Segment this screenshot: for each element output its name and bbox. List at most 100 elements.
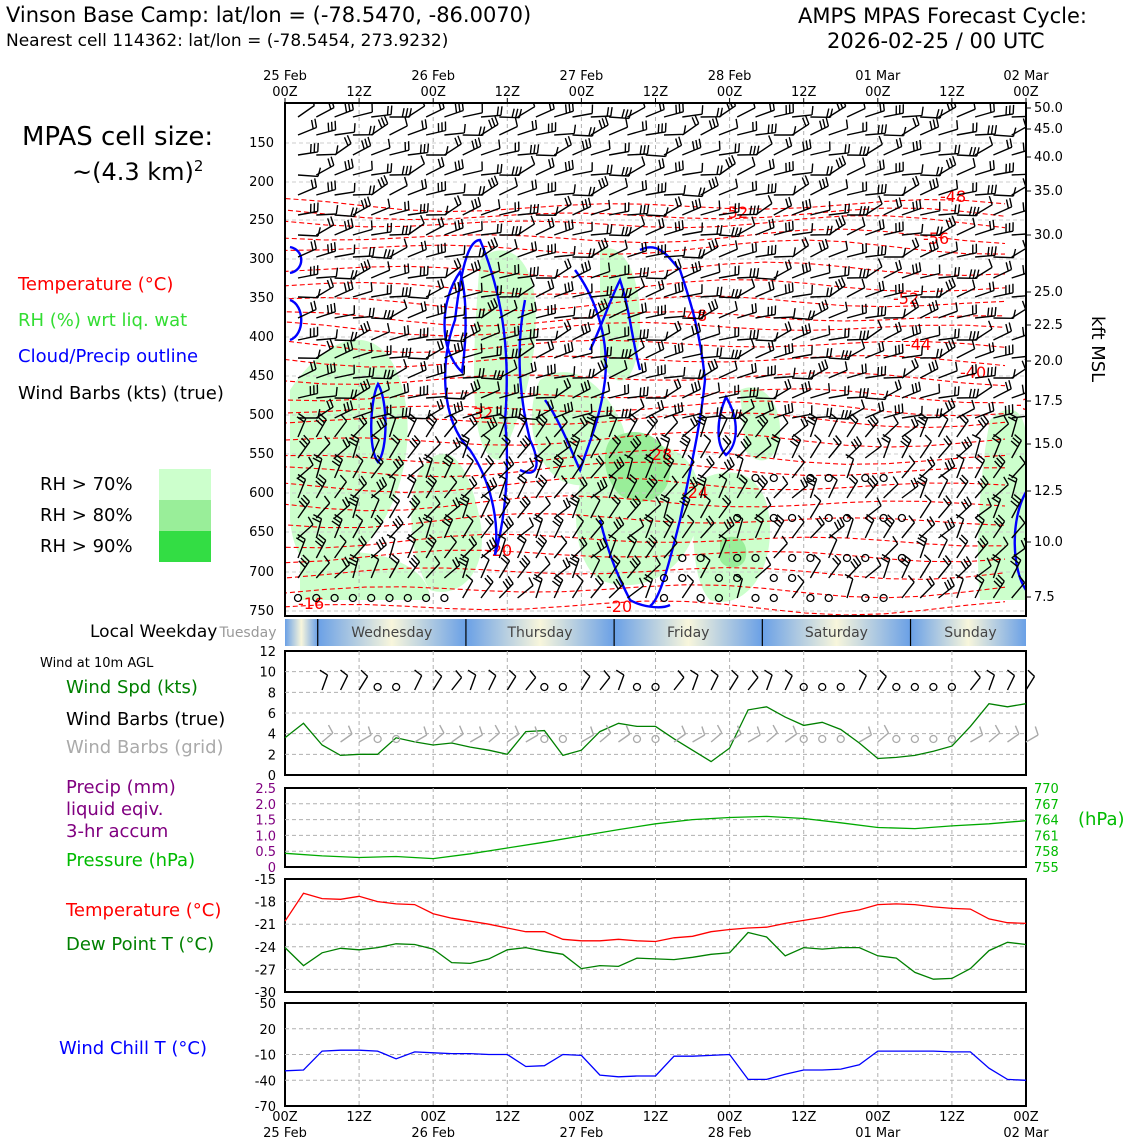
upper-wind-barb [791, 139, 812, 156]
upper-wind-barb [608, 554, 621, 579]
upper-wind-barb [864, 320, 883, 341]
nearest-cell-line: Nearest cell 114362: lat/lon = (-78.5454… [6, 31, 449, 51]
upper-wind-barb [992, 574, 1005, 599]
sfc-barb-grid [618, 725, 631, 743]
upper-wind-barb [498, 434, 511, 459]
upper-wind-barb [407, 434, 421, 459]
upper-wind-barb [865, 390, 889, 401]
upper-wind-barb [846, 146, 870, 156]
top-hour-label: 00Z [717, 85, 743, 100]
upper-wind-barb [789, 433, 802, 459]
upper-wind-barb [956, 534, 969, 559]
upper-wind-barb [297, 167, 322, 178]
legend-cloud: Cloud/Precip outline [18, 346, 199, 367]
upper-wind-barb [389, 299, 408, 319]
upper-wind-barb [660, 433, 671, 459]
upper-wind-barb [352, 136, 372, 156]
upper-wind-barb [297, 326, 319, 341]
sfc-barb-grid [488, 724, 501, 743]
upper-wind-barb [938, 386, 960, 399]
weekday-label: Friday [667, 625, 709, 641]
upper-wind-barb [792, 310, 816, 321]
upper-wind-barb [754, 413, 769, 438]
upper-wind-barb [316, 204, 339, 216]
upper-wind-barb [791, 198, 812, 216]
wind-ytick: 12 [259, 645, 276, 660]
temp-contour-label: -24 [682, 483, 708, 502]
upper-wind-barb [334, 218, 354, 236]
upper-calm-marker [440, 593, 449, 603]
upper-wind-barb [883, 161, 904, 176]
upper-wind-barb [901, 574, 915, 599]
upper-wind-barb [682, 162, 704, 176]
upper-wind-barb [517, 241, 538, 258]
upper-wind-barb [571, 454, 585, 479]
sfc-barb-true [764, 669, 773, 691]
upper-calm-marker [678, 553, 687, 563]
temp-contour-8 [285, 311, 1006, 327]
upper-wind-barb [627, 215, 646, 236]
bottom-hour-label: 12Z [791, 1110, 817, 1125]
upper-wind-barb [828, 179, 849, 196]
upper-wind-barb [865, 183, 887, 196]
upper-wind-barb [553, 219, 574, 236]
cell-size-title: MPAS cell size: [22, 122, 214, 152]
upper-wind-barb [718, 143, 740, 156]
upper-wind-barb [645, 413, 659, 438]
upper-wind-barb [699, 494, 711, 519]
upper-wind-barb [755, 195, 773, 216]
upper-wind-barb [791, 323, 812, 341]
temp-contour-9 [285, 321, 1006, 337]
upper-wind-barb [643, 513, 654, 539]
upper-wind-barb [845, 513, 854, 539]
upper-wind-barb [1011, 295, 1026, 298]
upper-wind-barb [315, 474, 327, 499]
sfc-barb-true [673, 670, 685, 691]
upper-wind-barb [480, 285, 503, 298]
upper-wind-barb [901, 477, 919, 499]
upper-wind-barb [312, 513, 323, 539]
top-date-label: 25 Feb [263, 69, 307, 84]
upper-wind-barb [608, 118, 629, 136]
windchill-line [284, 1049, 1027, 1081]
upper-wind-barb [993, 197, 1013, 216]
upper-wind-barb [828, 385, 850, 399]
pressure-tick-label: 600 [249, 486, 274, 501]
sfc-calm-true [651, 682, 660, 692]
upper-wind-barb [993, 322, 1013, 341]
upper-wind-barb [993, 222, 1014, 236]
upper-wind-barb [370, 261, 391, 279]
upper-wind-barb [627, 204, 650, 216]
sfc-barb-true [319, 669, 329, 691]
upper-wind-barb [864, 475, 879, 499]
upper-wind-barb [901, 115, 920, 136]
upper-wind-barb [316, 267, 339, 279]
upper-wind-barb [516, 473, 528, 499]
upper-wind-barb [663, 281, 684, 298]
upper-wind-barb [553, 195, 572, 216]
upper-wind-barb [901, 262, 922, 279]
bottom-hour-label: 12Z [643, 1110, 669, 1125]
upper-wind-barb [480, 537, 498, 559]
temp-contour-12 [285, 372, 1006, 387]
upper-wind-barb [352, 402, 373, 419]
upper-wind-barb [389, 108, 412, 118]
upper-wind-barb [920, 264, 941, 279]
pressure-tick-label: 350 [249, 291, 274, 306]
upper-wind-barb [681, 380, 701, 399]
upper-wind-barb [938, 361, 958, 379]
upper-wind-barb [1011, 173, 1026, 176]
upper-wind-barb [352, 320, 371, 341]
rh-region-6 [576, 443, 700, 586]
upper-wind-barb [517, 495, 531, 519]
upper-wind-barb [407, 494, 421, 519]
top-date-label: 01 Mar [855, 69, 901, 84]
upper-wind-barb [297, 360, 317, 379]
upper-calm-marker [806, 553, 815, 563]
upper-wind-barb [462, 282, 483, 298]
upper-wind-barb [864, 437, 882, 459]
sfc-barb-grid [469, 726, 484, 743]
legend-precip-1: Precip (mm) [66, 777, 176, 798]
upper-wind-barb [444, 103, 464, 118]
cloud-outline-0 [289, 245, 303, 275]
